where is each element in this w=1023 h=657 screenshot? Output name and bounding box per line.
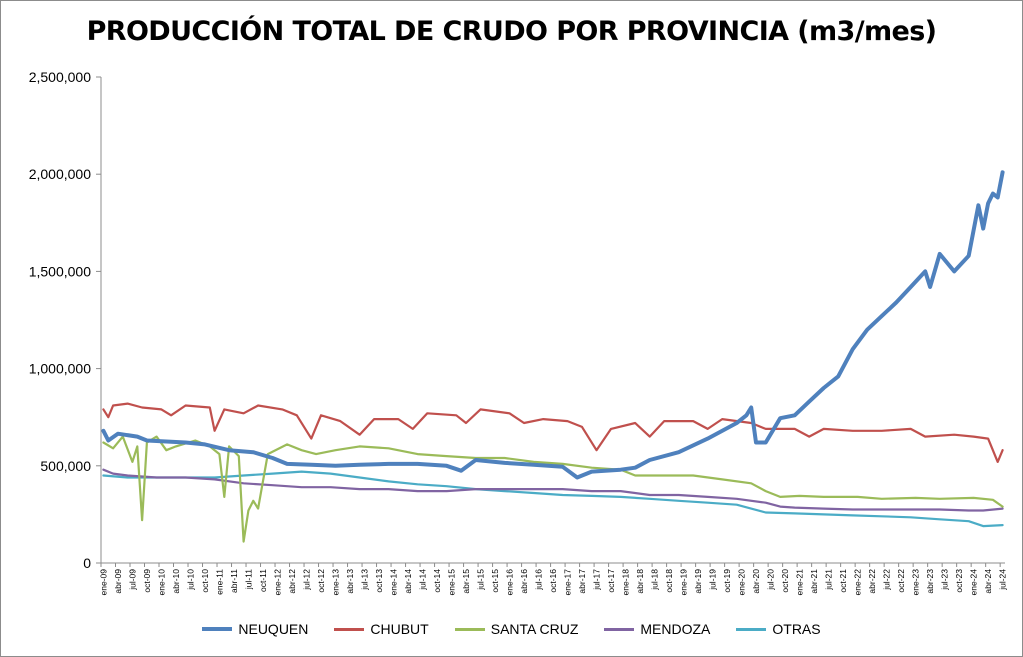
x-tick-label: jul-14 <box>417 569 427 591</box>
x-tick-label: oct-22 <box>896 569 906 593</box>
axes: 0 500,000 1,000,000 1,500,000 2,000,000 2,500… <box>29 69 1008 595</box>
x-tick-label: abr-09 <box>113 569 123 594</box>
x-tick-label: ene-09 <box>98 569 108 596</box>
x-tick-label: abr-22 <box>867 569 877 594</box>
x-tick-label: jul-20 <box>766 569 776 591</box>
legend-label: OTRAS <box>772 621 821 637</box>
x-tick-label: oct-14 <box>432 569 442 593</box>
legend-swatch <box>604 627 635 631</box>
x-tick-label: oct-17 <box>606 569 616 593</box>
legend-label: CHUBUT <box>370 621 429 637</box>
legend-item-santa-cruz: SANTA CRUZ <box>454 621 579 637</box>
y-tick-label: 0 <box>83 555 91 571</box>
x-tick-label: oct-20 <box>780 569 790 593</box>
chart-title: PRODUCCIÓN TOTAL DE CRUDO POR PROVINCIA … <box>86 16 937 47</box>
x-tick-label: ene-16 <box>504 569 514 596</box>
x-tick-label: jul-18 <box>650 569 660 591</box>
legend-item-chubut: CHUBUT <box>334 621 429 637</box>
x-tick-label: ene-18 <box>621 569 631 596</box>
y-tick-label: 500,000 <box>40 458 91 474</box>
x-tick-label: ene-19 <box>679 569 689 596</box>
x-tick-label: ene-14 <box>388 569 398 596</box>
series-line-otras <box>102 470 1004 528</box>
x-tick-label: oct-12 <box>316 569 326 593</box>
x-tick-label: ene-17 <box>563 569 573 596</box>
x-tick-label: ene-15 <box>446 569 456 596</box>
x-tick-label: ene-23 <box>911 569 921 596</box>
y-tick-label: 1,500,000 <box>29 263 91 279</box>
legend-swatch <box>736 627 767 631</box>
x-tick-label: abr-18 <box>635 569 645 594</box>
x-tick-label: abr-19 <box>693 569 703 594</box>
series-line-chubut <box>102 402 1004 463</box>
series-line-mendoza <box>102 468 1004 512</box>
x-tick-label: oct-11 <box>258 569 268 592</box>
x-tick-label: oct-15 <box>490 569 500 593</box>
x-tick-label: abr-23 <box>925 569 935 594</box>
x-tick-label: abr-16 <box>519 569 529 594</box>
legend-label: NEUQUEN <box>238 621 309 637</box>
x-tick-label: oct-21 <box>838 569 848 593</box>
x-tick-label: jul-11 <box>243 569 253 590</box>
x-tick-label: abr-17 <box>577 569 587 594</box>
legend-swatch <box>454 627 485 631</box>
legend-label: SANTA CRUZ <box>490 621 579 637</box>
legend-item-neuquen: NEUQUEN <box>202 621 308 637</box>
legend: NEUQUEN CHUBUT SANTA CRUZ MENDOZA OTRAS <box>0 618 1023 640</box>
x-tick-label: jul-23 <box>940 569 950 591</box>
x-tick-label: abr-13 <box>345 569 355 594</box>
x-tick-label: ene-12 <box>272 569 282 596</box>
legend-item-otras: OTRAS <box>736 621 821 637</box>
x-tick-label: abr-15 <box>461 569 471 594</box>
x-tick-label: oct-19 <box>722 569 732 593</box>
x-tick-label: oct-09 <box>142 569 152 593</box>
x-tick-label: jul-15 <box>475 569 485 591</box>
x-tick-label: oct-13 <box>374 569 384 593</box>
y-tick-label: 1,000,000 <box>29 361 91 377</box>
legend-swatch <box>202 627 233 631</box>
x-tick-label: oct-10 <box>200 569 210 593</box>
series-line-santa-cruz <box>102 435 1004 543</box>
x-tick-label: jul-10 <box>185 569 195 591</box>
x-tick-label: ene-10 <box>156 569 166 596</box>
series-line-neuquen <box>101 170 1005 480</box>
series-layer <box>101 170 1005 543</box>
x-tick-label: jul-13 <box>359 569 369 591</box>
y-tick-label: 2,000,000 <box>29 166 91 182</box>
x-tick-label: jul-22 <box>882 569 892 591</box>
legend-label: MENDOZA <box>640 621 711 637</box>
x-tick-label: jul-17 <box>592 569 602 591</box>
x-tick-label: jul-19 <box>708 569 718 591</box>
x-tick-label: abr-20 <box>751 569 761 594</box>
x-tick-label: ene-11 <box>214 569 224 595</box>
x-tick-label: abr-11 <box>229 569 239 593</box>
x-tick-label: jul-09 <box>127 569 137 591</box>
x-tick-label: jul-24 <box>998 569 1008 591</box>
x-tick-label: oct-23 <box>954 569 964 593</box>
x-tick-label: ene-22 <box>853 569 863 596</box>
x-tick-label: ene-13 <box>330 569 340 596</box>
legend-swatch <box>334 627 365 631</box>
x-tick-label: abr-24 <box>983 569 993 594</box>
x-tick-label: ene-24 <box>969 569 979 596</box>
x-tick-label: jul-21 <box>824 569 834 591</box>
x-tick-label: abr-12 <box>287 569 297 594</box>
x-tick-label: abr-21 <box>809 569 819 594</box>
y-tick-label: 2,500,000 <box>29 69 91 85</box>
x-tick-label: jul-12 <box>301 569 311 591</box>
x-tick-label: abr-10 <box>171 569 181 594</box>
x-tick-label: oct-18 <box>664 569 674 593</box>
x-tick-label: jul-16 <box>533 569 543 591</box>
x-tick-label: ene-21 <box>795 569 805 596</box>
x-tick-label: ene-20 <box>737 569 747 596</box>
x-tick-label: oct-16 <box>548 569 558 593</box>
legend-item-mendoza: MENDOZA <box>604 621 710 637</box>
x-tick-label: abr-14 <box>403 569 413 594</box>
